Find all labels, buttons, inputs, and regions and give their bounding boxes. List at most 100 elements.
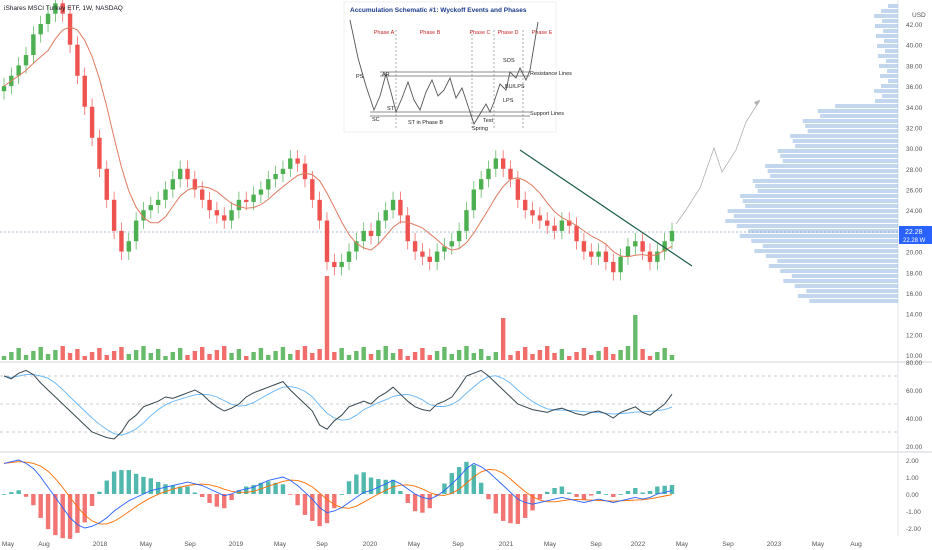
candle-body — [420, 251, 425, 257]
price-tick-label: 28.00 — [906, 167, 923, 174]
volume-profile-bar — [770, 174, 898, 178]
volume-profile-bar — [881, 84, 898, 88]
volume-bar — [405, 356, 410, 360]
macd-hist-bar — [611, 494, 616, 497]
candle-body — [332, 261, 337, 268]
volume-bars — [1, 276, 675, 360]
projection-arrowhead — [754, 100, 760, 106]
macd-hist-bar — [567, 492, 572, 494]
macd-hist-bar — [332, 494, 337, 509]
macd-hist-bar — [280, 484, 286, 494]
volume-profile-bar — [767, 169, 898, 173]
volume-bar — [251, 352, 256, 360]
time-tick-label: May — [140, 541, 153, 548]
macd-hist-bar — [141, 476, 146, 494]
candle-body — [383, 210, 388, 221]
macd-hist-bar — [148, 478, 154, 494]
macd-hist-bar — [31, 494, 36, 506]
volume-bar — [346, 355, 352, 360]
volume-profile-bar — [877, 44, 898, 48]
candle-body — [273, 173, 278, 180]
macd-hist-bar — [383, 479, 388, 494]
candle-body — [368, 230, 374, 237]
candle-body — [567, 220, 572, 226]
volume-bar — [266, 355, 271, 360]
volume-bar — [581, 348, 587, 360]
volume-bar — [192, 351, 198, 360]
macd-hist-bar — [596, 491, 601, 494]
macd-hist-bar — [1, 494, 7, 495]
macd-hist-bar — [361, 472, 366, 494]
volume-profile-bar — [879, 64, 898, 68]
volume-bar — [655, 352, 660, 360]
volume-profile-bar — [875, 99, 898, 103]
volume-bar — [545, 346, 550, 360]
volume-bar — [133, 350, 139, 360]
time-tick-label: Aug — [850, 541, 862, 548]
volume-bar — [317, 349, 322, 360]
candle-body — [97, 137, 102, 169]
descending-trendline[interactable] — [519, 149, 693, 267]
candle-body — [442, 246, 447, 252]
candle-body — [522, 199, 528, 211]
macd-hist-bar — [398, 491, 403, 494]
volume-bar — [148, 353, 154, 360]
price-tick-label: 40.00 — [906, 43, 923, 50]
candle-body — [119, 230, 124, 252]
volume-profile-bar — [762, 244, 898, 248]
volume-bar — [647, 356, 653, 360]
volume-profile-bar — [878, 54, 898, 58]
macd-hist-bar — [625, 491, 631, 494]
price-moving-average — [3, 26, 673, 258]
volume-profile-bar — [874, 89, 898, 93]
time-tick-label: 2018 — [93, 541, 108, 548]
candle-body — [75, 44, 80, 76]
time-tick-label: May — [544, 541, 557, 548]
projection-path[interactable] — [675, 99, 761, 225]
candle-body — [589, 251, 594, 257]
volume-profile-bar — [792, 139, 898, 143]
candle-body — [82, 75, 87, 107]
price-tick-label: 32.00 — [906, 125, 923, 132]
volume-bar — [662, 348, 667, 360]
macd-hist-bar — [633, 488, 638, 494]
volume-bar — [111, 351, 117, 360]
macd-hist-bar — [199, 494, 205, 497]
time-tick-label: May — [274, 541, 287, 548]
macd-hist-bar — [310, 494, 315, 521]
macd-tick-label: 2.00 — [906, 458, 919, 465]
price-tick-label: 24.00 — [906, 208, 923, 215]
inset-event-st-phase-b: ST in Phase B — [408, 120, 443, 126]
macd-tick-label: -2.00 — [906, 526, 921, 533]
time-tick-label: May — [676, 541, 689, 548]
price-tag — [899, 226, 932, 244]
macd-hist-bar — [486, 494, 491, 500]
candle-body — [199, 189, 205, 200]
volume-bar — [97, 348, 102, 360]
volume-profile-bar — [882, 94, 898, 98]
candle-body — [611, 261, 616, 273]
macd-hist-bar — [500, 494, 506, 521]
volume-bar — [89, 352, 95, 360]
inset-event-sc: SC — [372, 117, 380, 123]
volume-bar — [640, 349, 645, 360]
candle-body — [45, 13, 51, 24]
macd-hist-bar — [545, 491, 550, 494]
volume-bar — [603, 347, 609, 360]
volume-bar — [376, 350, 381, 360]
volume-profile-bar — [802, 119, 898, 123]
volume-bar — [16, 348, 21, 360]
volume-bar — [1, 356, 7, 360]
candle-body — [31, 34, 36, 56]
inset-event-ar: AR — [382, 72, 390, 78]
price-axis-currency: USD — [912, 12, 926, 19]
candle-body — [53, 3, 58, 14]
volume-profile-bar — [807, 129, 898, 133]
volume-bar — [456, 350, 462, 360]
volume-bar — [493, 352, 499, 360]
candle-body — [427, 256, 432, 262]
volume-profile-bar — [754, 249, 898, 253]
volume-profile-bar — [881, 9, 898, 13]
volume-profile-bar — [820, 114, 898, 118]
volume-profile-bar — [740, 194, 898, 198]
